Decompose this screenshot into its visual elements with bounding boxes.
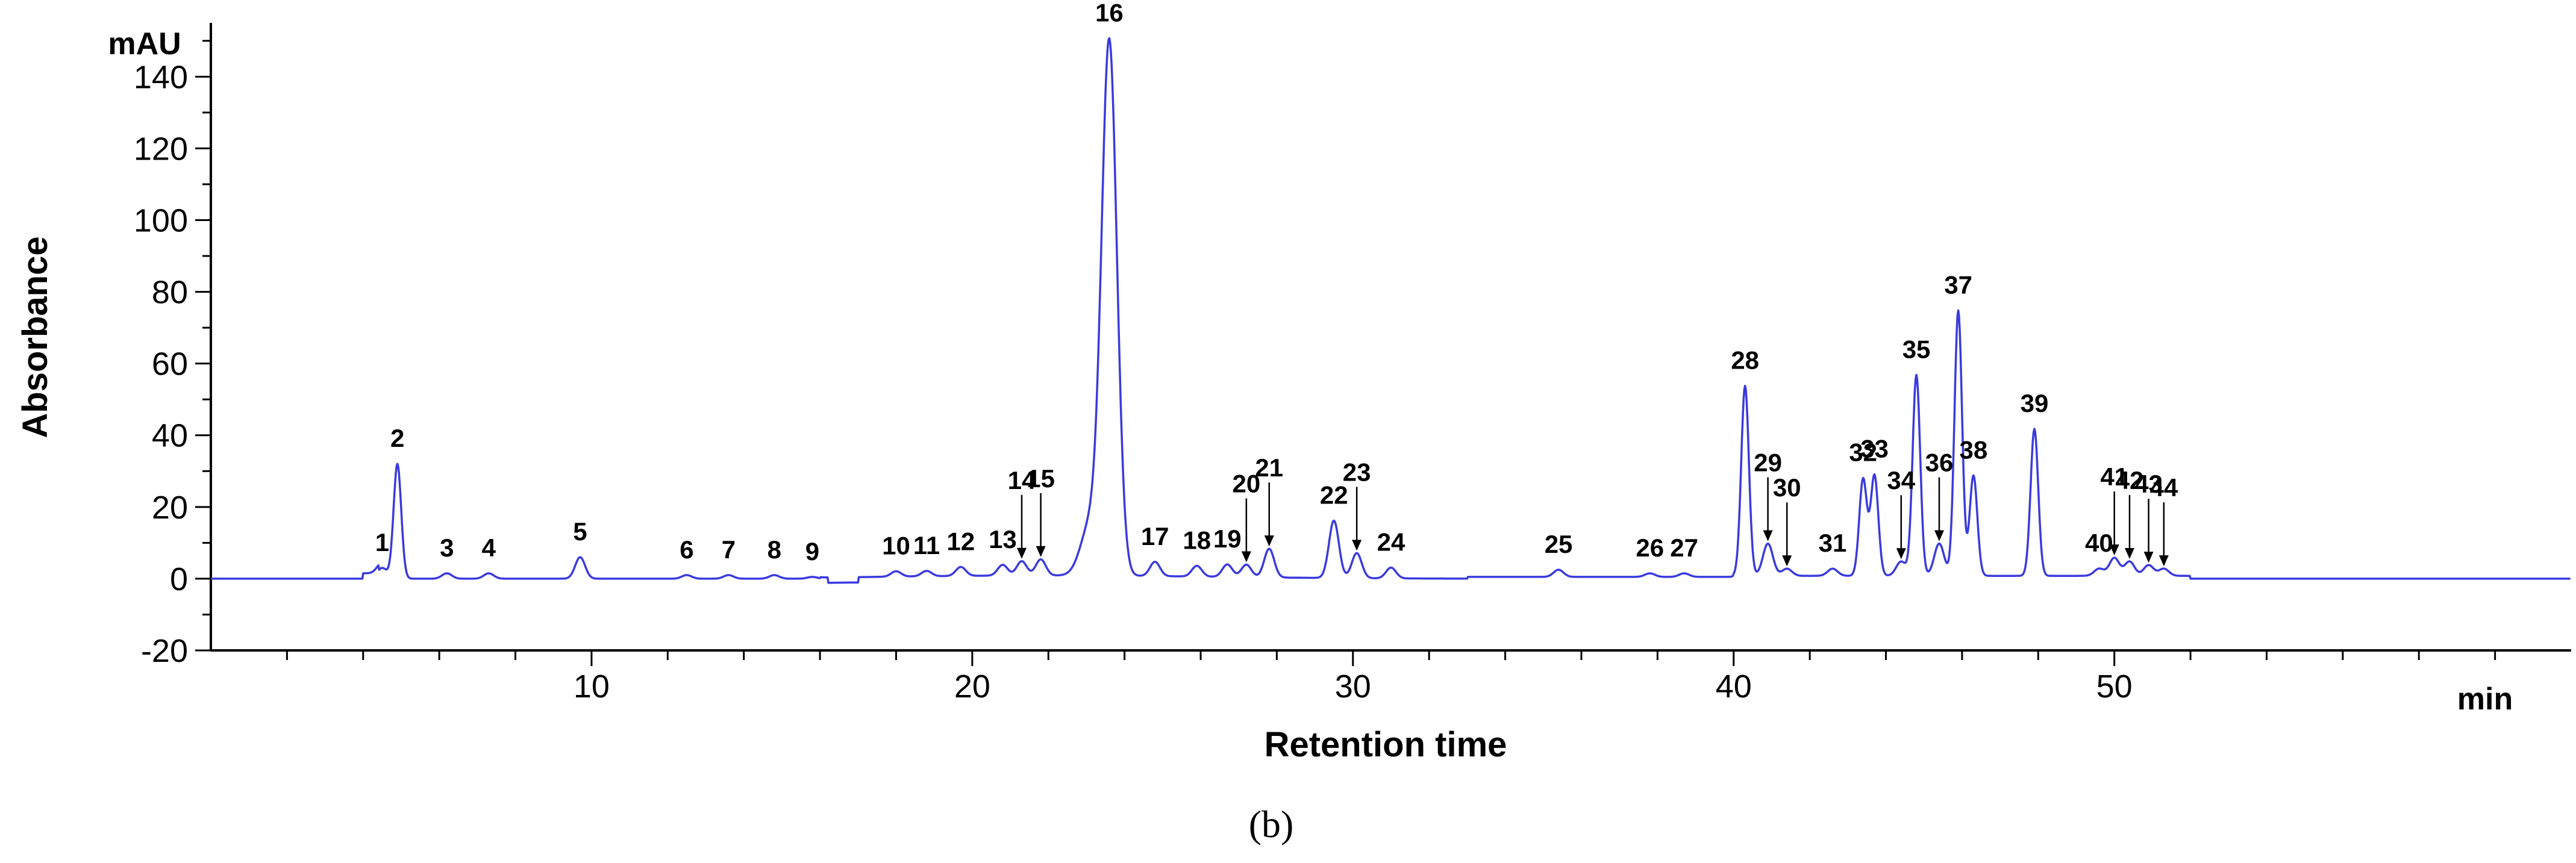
y-tick-label: 140: [134, 59, 188, 95]
peak-label-36: 36: [1925, 449, 1954, 477]
peak-15-arrowhead: [1036, 546, 1046, 557]
y-tick-label: 20: [152, 490, 188, 526]
peak-label-35: 35: [1902, 335, 1931, 364]
peak-34-arrowhead: [1896, 548, 1906, 559]
peak-label-34: 34: [1887, 466, 1915, 494]
peak-label-26: 26: [1636, 534, 1664, 562]
peak-label-3: 3: [440, 534, 454, 562]
peak-label-13: 13: [989, 525, 1017, 553]
peak-label-38: 38: [1960, 435, 1988, 464]
y-tick-label: 100: [134, 202, 188, 238]
peak-label-20: 20: [1233, 470, 1261, 498]
peak-label-22: 22: [1320, 481, 1348, 509]
peak-44-arrowhead: [2159, 555, 2169, 567]
peak-30-arrowhead: [1782, 555, 1792, 567]
peak-29-arrowhead: [1763, 530, 1773, 541]
peak-label-44: 44: [2149, 473, 2178, 502]
peak-label-23: 23: [1343, 458, 1371, 486]
y-ticks: -20 0 20 40 60 80 100 120 140: [134, 40, 211, 669]
peak-label-41: 41: [2100, 463, 2128, 491]
peak-label-39: 39: [2021, 389, 2049, 417]
peak-43-arrowhead: [2143, 552, 2154, 563]
peak-label-6: 6: [680, 535, 693, 564]
peak-label-16: 16: [1095, 0, 1124, 26]
x-ticks: 10 20 30 40 50: [286, 650, 2496, 705]
peak-label-28: 28: [1731, 346, 1759, 375]
peak-14-arrowhead: [1017, 547, 1027, 559]
x-tick-label: 50: [2096, 668, 2133, 705]
peak-label-15: 15: [1027, 464, 1055, 493]
peak-label-43: 43: [2134, 470, 2163, 498]
peak-label-9: 9: [805, 537, 819, 565]
peak-label-7: 7: [722, 535, 736, 564]
y-tick-label: 60: [152, 346, 188, 382]
chromatogram-trace-layer: [210, 37, 2571, 584]
peak-label-1: 1: [375, 528, 389, 556]
peak-41-arrowhead: [2109, 544, 2119, 556]
y-tick-label: 80: [152, 275, 188, 311]
x-tick-label: 10: [574, 668, 610, 705]
y-tick-label: 0: [170, 561, 188, 597]
y-unit-label: mAU: [108, 26, 181, 61]
x-unit-label: min: [2457, 682, 2513, 717]
panel-label: (b): [1249, 803, 1294, 846]
peak-label-5: 5: [573, 517, 587, 546]
peak-label-8: 8: [767, 535, 781, 564]
y-tick-label: 120: [134, 131, 188, 167]
chromatogram-trace: [210, 37, 2571, 584]
peak-label-18: 18: [1183, 526, 1211, 555]
peak-label-10: 10: [882, 532, 910, 560]
peak-label-40: 40: [2085, 529, 2113, 557]
peak-label-4: 4: [482, 534, 496, 562]
x-tick-label: 40: [1716, 668, 1752, 705]
peak-label-14: 14: [1008, 466, 1036, 494]
peak-label-12: 12: [947, 527, 975, 555]
peak-label-32: 32: [1849, 438, 1877, 467]
peak-label-42: 42: [2116, 466, 2144, 494]
peak-label-24: 24: [1377, 528, 1405, 556]
peak-label-27: 27: [1670, 534, 1698, 562]
peak-label-25: 25: [1545, 530, 1573, 558]
peak-label-31: 31: [1819, 529, 1847, 557]
peak-42-arrowhead: [2124, 548, 2134, 559]
y-tick-label: -20: [141, 633, 188, 669]
peak-label-17: 17: [1141, 522, 1169, 550]
peak-label-33: 33: [1860, 435, 1889, 463]
peak-label-19: 19: [1213, 525, 1242, 553]
x-tick-label: 30: [1335, 668, 1371, 705]
y-axis-title: Absorbance: [16, 236, 55, 438]
peak-label-11: 11: [913, 531, 940, 559]
peak-label-29: 29: [1754, 449, 1782, 477]
peak-20-arrowhead: [1241, 551, 1251, 562]
x-axis-title: Retention time: [1265, 725, 1507, 764]
peak-label-21: 21: [1255, 453, 1283, 482]
peak-label-37: 37: [1944, 270, 1972, 299]
peak-21-arrowhead: [1264, 535, 1274, 547]
peak-label-2: 2: [390, 424, 404, 452]
peak-23-arrowhead: [1352, 540, 1362, 551]
peak-label-30: 30: [1773, 473, 1801, 502]
peak-36-arrowhead: [1934, 530, 1944, 541]
y-tick-label: 40: [152, 418, 188, 454]
x-tick-label: 20: [954, 668, 990, 705]
